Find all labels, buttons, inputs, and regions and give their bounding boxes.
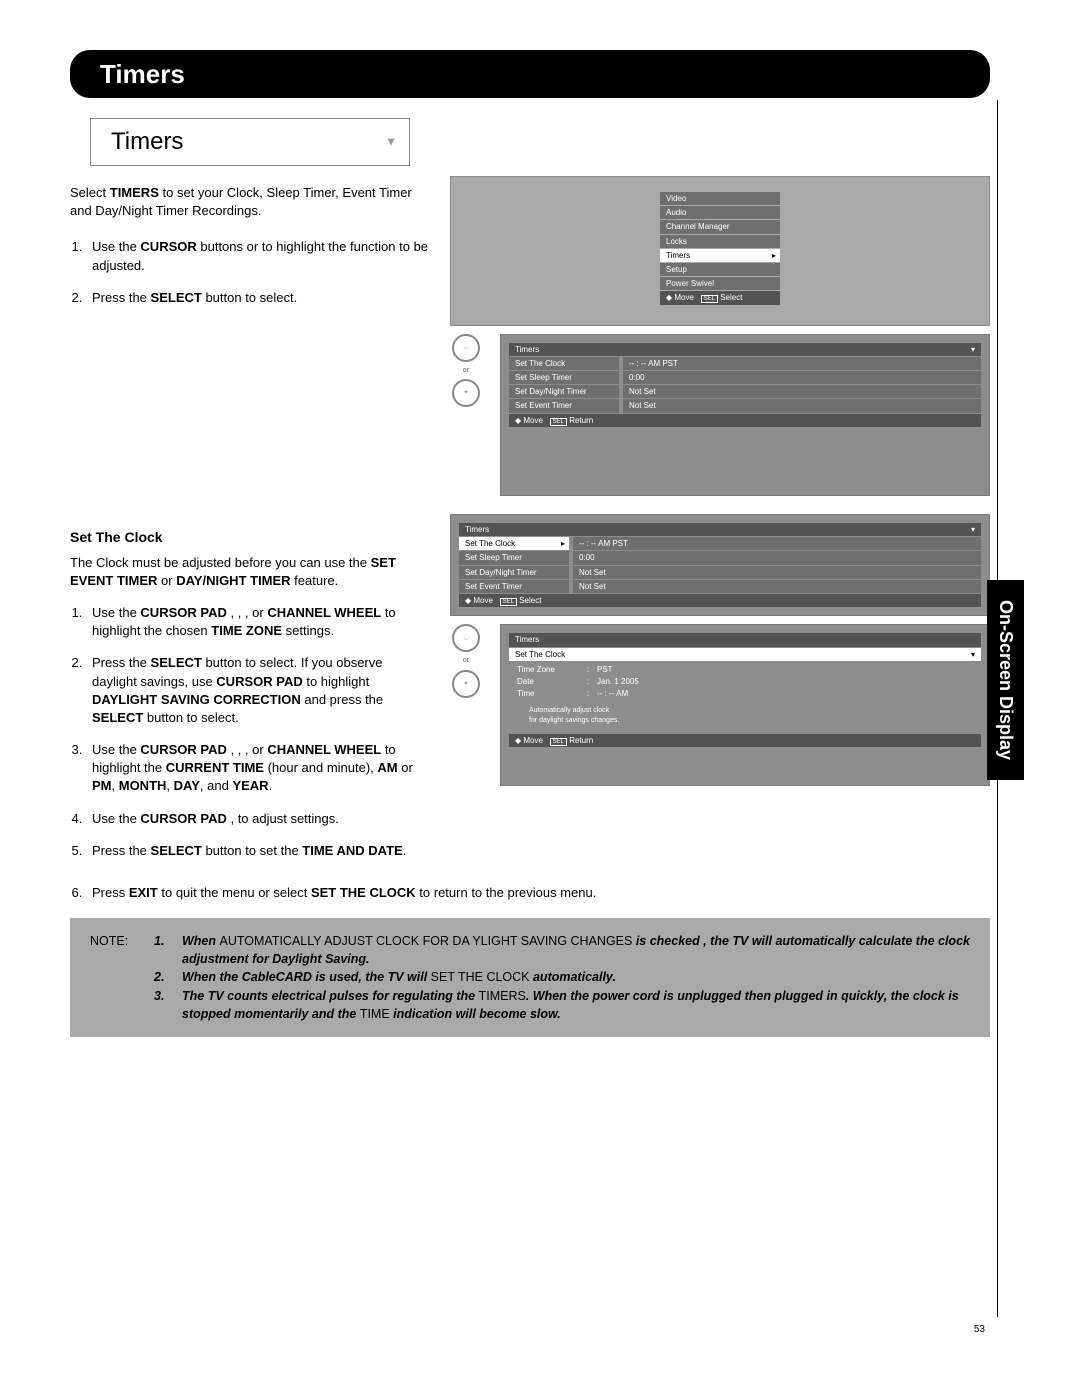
submenu-title: Timers xyxy=(509,633,981,646)
tv-screen-main-menu: Video Audio Channel Manager Locks Timers… xyxy=(450,176,990,326)
auto-adjust-note: Automatically adjust clock for daylight … xyxy=(509,702,981,734)
cursor-up-down-icon: ◡ xyxy=(452,334,480,362)
submenu-item: Set Event Timer xyxy=(509,399,619,412)
tv-screen-timers-submenu: Timers▾ Set The Clock-- : -- AM PST Set … xyxy=(500,334,990,496)
steps-list-2: Use the CURSOR PAD , , , or CHANNEL WHEE… xyxy=(70,604,430,860)
steps-list-2-cont: Press EXIT to quit the menu or select SE… xyxy=(70,884,990,902)
menu-item: Locks xyxy=(660,235,780,248)
menu-footer: ◆ Move SEL Select xyxy=(660,291,780,304)
subsection-header: Set The Clock xyxy=(70,528,430,548)
submenu-footer: ◆ Move SEL Return xyxy=(509,414,981,427)
step: Press the SELECT button to set the TIME … xyxy=(86,842,430,860)
step: Press EXIT to quit the menu or select SE… xyxy=(86,884,990,902)
submenu-item: Set Sleep Timer xyxy=(509,371,619,384)
section-title: Timers xyxy=(111,128,183,155)
figures-column-1: Video Audio Channel Manager Locks Timers… xyxy=(450,176,990,504)
remote-buttons: ◡ or ✦ xyxy=(452,624,480,702)
menu-item: Video xyxy=(660,192,780,205)
section-tab: On-Screen Display xyxy=(987,580,1024,780)
step: Press the SELECT button to select. xyxy=(86,289,430,307)
submenu-title: Timers▾ xyxy=(459,523,981,536)
step: Press the SELECT button to select. If yo… xyxy=(86,654,430,727)
submenu-item: Set Day/Night Timer xyxy=(509,385,619,398)
subsection-intro: The Clock must be adjusted before you ca… xyxy=(70,554,430,590)
menu-item: Power Swivel xyxy=(660,277,780,290)
remote-buttons: ◡ or ✦ xyxy=(452,334,480,412)
submenu-item: Set The Clock xyxy=(509,357,619,370)
submenu-item-active: Set The Clock xyxy=(459,537,569,550)
step: Use the CURSOR buttons or to highlight t… xyxy=(86,238,430,274)
step: Use the CURSOR PAD , to adjust settings. xyxy=(86,810,430,828)
menu-item: Audio xyxy=(660,206,780,219)
left-text-column: Select TIMERS to set your Clock, Sleep T… xyxy=(70,176,430,504)
cursor-pad-icon: ✦ xyxy=(452,670,480,698)
left-text-column-2: Set The Clock The Clock must be adjusted… xyxy=(70,514,430,874)
menu-item: Channel Manager xyxy=(660,220,780,233)
step: Use the CURSOR PAD , , , or CHANNEL WHEE… xyxy=(86,604,430,640)
menu-item-active: Timers xyxy=(660,249,780,262)
figures-column-2: Timers▾ Set The Clock-- : -- AM PST Set … xyxy=(450,514,990,874)
manual-page: Timers Timers ▼ Select TIMERS to set you… xyxy=(0,0,1080,1087)
menu-item: Setup xyxy=(660,263,780,276)
cursor-up-down-icon: ◡ xyxy=(452,624,480,652)
main-menu: Video Audio Channel Manager Locks Timers… xyxy=(660,192,780,305)
note-block: NOTE: 1. When AUTOMATICALLY ADJUST CLOCK… xyxy=(70,918,990,1037)
clock-settings: Time Zone:PST Date:Jan. 1 2005 Time:-- :… xyxy=(509,662,981,703)
dropdown-icon: ▼ xyxy=(385,134,397,151)
step: Use the CURSOR PAD , , , or CHANNEL WHEE… xyxy=(86,741,430,796)
page-header: Timers xyxy=(70,50,990,98)
cursor-pad-icon: ✦ xyxy=(452,379,480,407)
tv-screen-set-clock: Timers Set The Clock▾ Time Zone:PST Date… xyxy=(500,624,990,786)
intro-paragraph: Select TIMERS to set your Clock, Sleep T… xyxy=(70,184,430,220)
tv-screen-timers-clock-select: Timers▾ Set The Clock-- : -- AM PST Set … xyxy=(450,514,990,616)
submenu-title: Timers▾ xyxy=(509,343,981,356)
page-number: 53 xyxy=(974,1323,985,1337)
steps-list-1: Use the CURSOR buttons or to highlight t… xyxy=(70,238,430,307)
section-title-box: Timers ▼ xyxy=(90,118,410,166)
